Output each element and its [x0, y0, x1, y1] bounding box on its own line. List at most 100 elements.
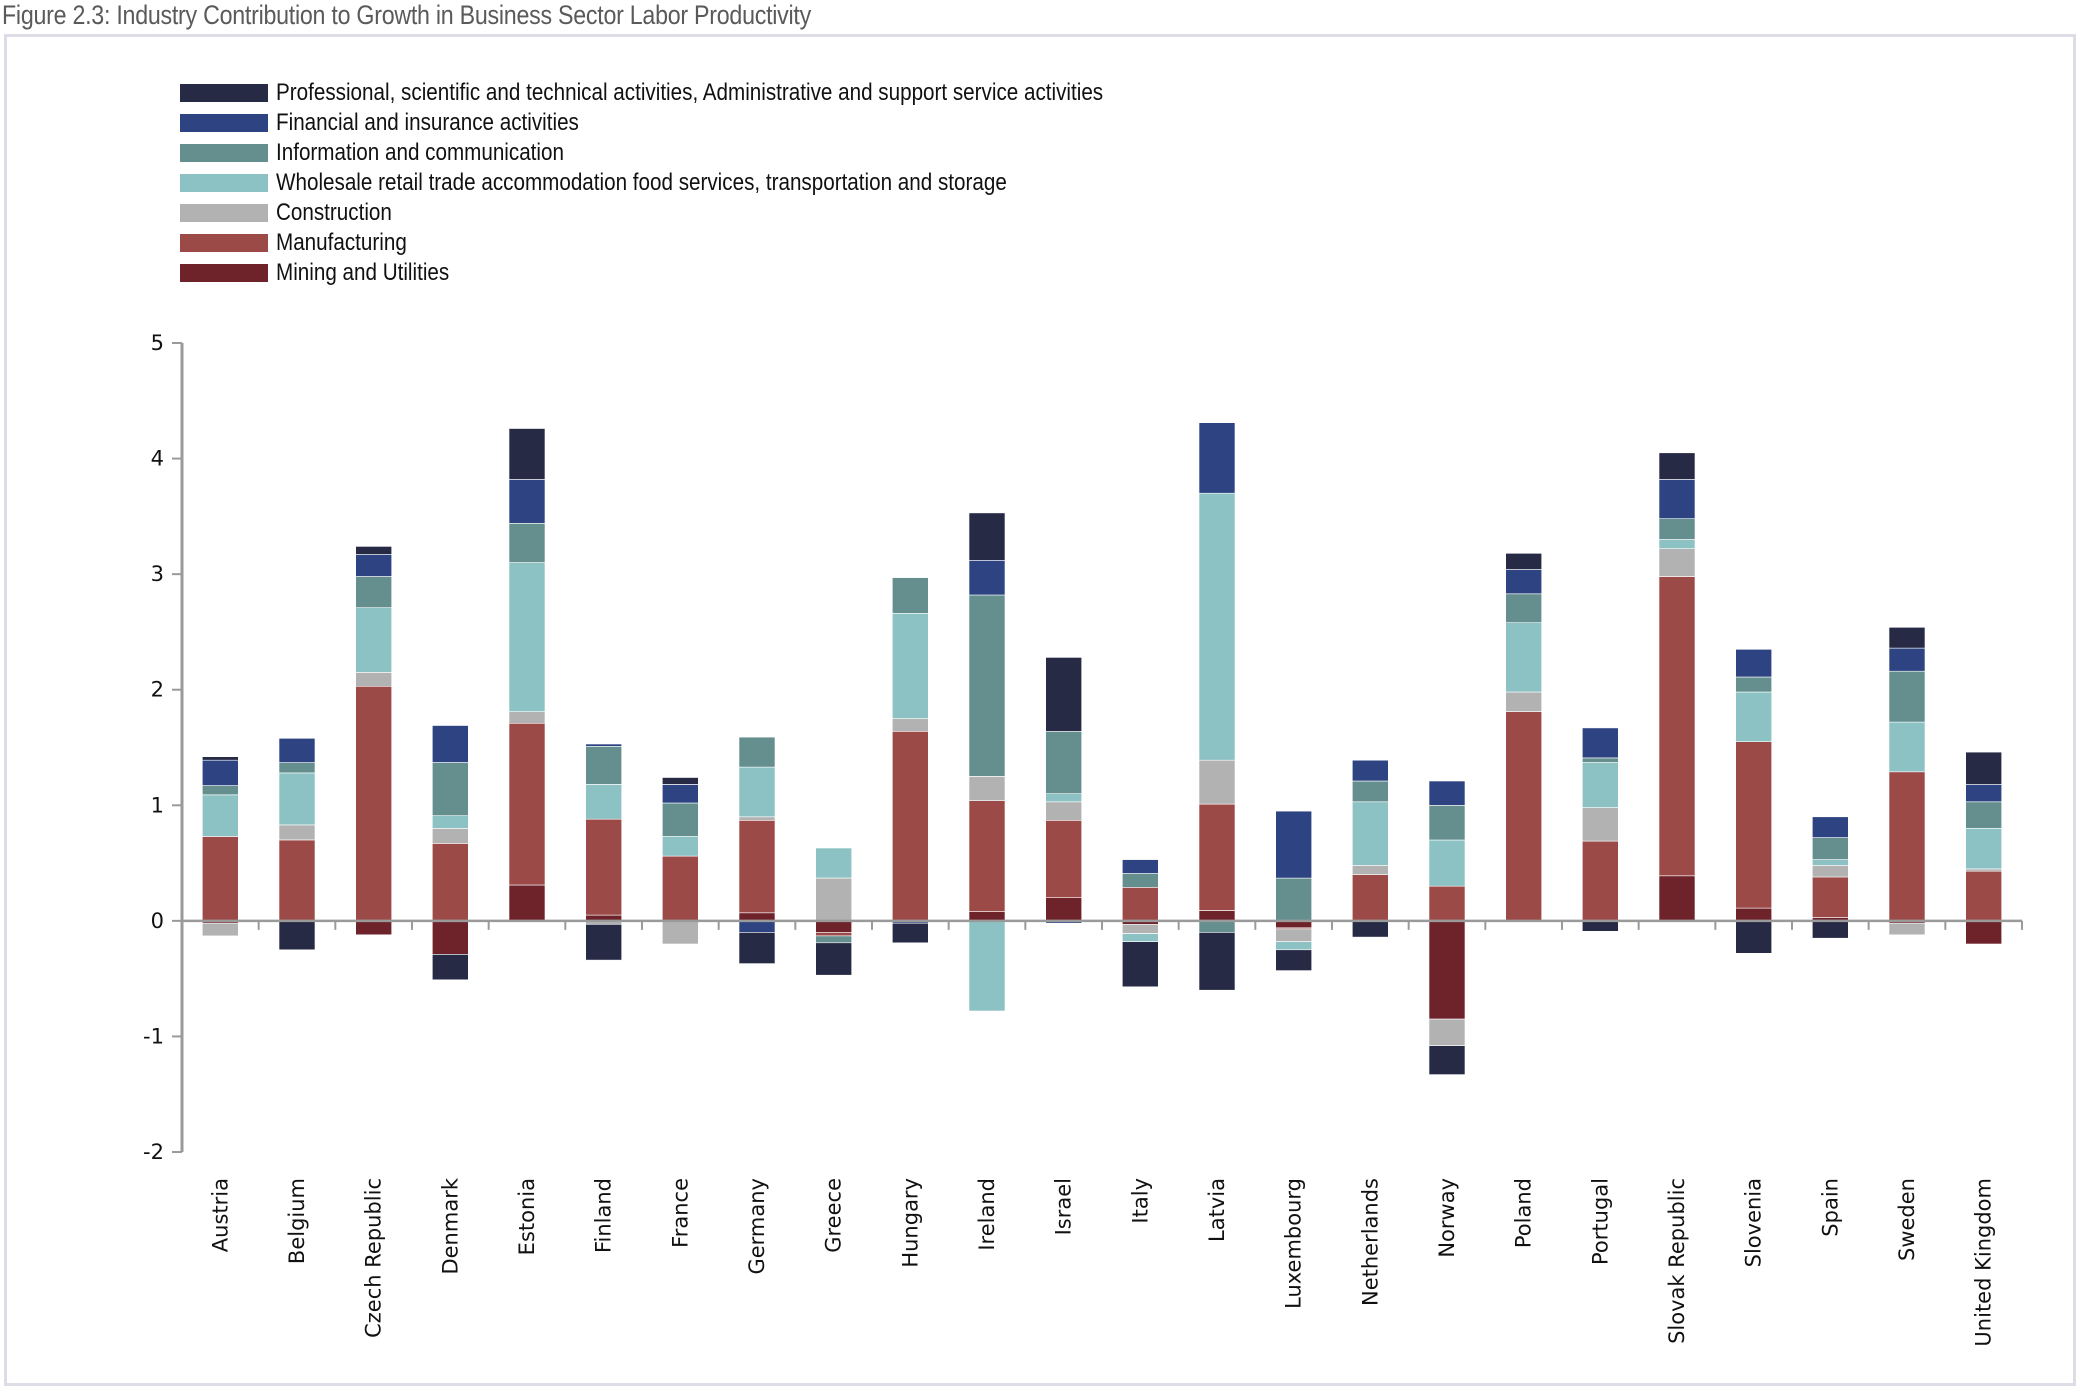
bar-segment-united-kingdom-mining-and-utilities — [1965, 920, 2002, 945]
x-tick-label-poland: Poland — [1512, 1178, 1536, 1248]
bar-segment-sweden-professional-scientific- — [1888, 626, 1926, 649]
legend-swatch — [180, 264, 268, 282]
bar-segment-slovenia-manufacturing — [1735, 741, 1772, 909]
bar-segment-belgium-financial-and-insurance- — [278, 737, 316, 763]
bar-segment-portugal-financial-and-insurance- — [1582, 727, 1619, 759]
x-tick-label-italy: Italy — [1128, 1178, 1152, 1224]
x-tick-label-slovak-republic: Slovak Republic — [1665, 1178, 1689, 1344]
bar-segment-united-kingdom-professional-scientific- — [1965, 751, 2002, 785]
bar-segment-germany-information-and-communic — [738, 736, 776, 768]
bar-segment-latvia-manufacturing — [1198, 803, 1236, 911]
bar-segment-ireland-information-and-communic — [968, 594, 1006, 777]
bar-segment-austria-construction — [202, 922, 239, 937]
x-tick-label-spain: Spain — [1818, 1178, 1842, 1237]
bar-segment-israel-construction — [1045, 801, 1082, 821]
bar-segment-greece-wholesale-retail-trade-a — [815, 847, 853, 879]
bar-segment-spain-manufacturing — [1812, 876, 1849, 918]
bar-segment-hungary-information-and-communic — [891, 577, 929, 614]
x-tick-label-estonia: Estonia — [515, 1178, 539, 1255]
bar-segment-estonia-financial-and-insurance- — [508, 479, 546, 524]
bar-segment-luxembourg-wholesale-retail-trade-a — [1275, 941, 1312, 951]
bar-segment-poland-construction — [1505, 691, 1542, 712]
legend-item-professional-scientific-and-technical-ac: Professional, scientific and technical a… — [180, 78, 1238, 108]
bar-segment-czech-republic-mining-and-utilities — [355, 920, 393, 936]
legend-item-manufacturing: Manufacturing — [180, 228, 1238, 258]
bar-segment-slovenia-information-and-communic — [1735, 676, 1772, 693]
bar-segment-slovak-republic-professional-scientific- — [1658, 452, 1696, 480]
bar-segment-netherlands-financial-and-insurance- — [1352, 759, 1389, 782]
bar-segment-poland-manufacturing — [1505, 711, 1542, 922]
bar-segment-latvia-professional-scientific- — [1198, 932, 1236, 991]
bar-segment-estonia-construction — [508, 711, 546, 724]
x-tick-label-united-kingdom: United Kingdom — [1972, 1178, 1996, 1347]
bar-segment-germany-financial-and-insurance- — [738, 920, 776, 933]
x-tick-label-sweden: Sweden — [1895, 1178, 1919, 1261]
bar-segment-czech-republic-professional-scientific- — [355, 546, 393, 555]
bar-segment-slovak-republic-construction — [1658, 548, 1696, 577]
bar-segment-belgium-professional-scientific- — [278, 920, 316, 951]
bar-segment-united-kingdom-construction — [1965, 868, 2002, 872]
bar-segment-norway-wholesale-retail-trade-a — [1428, 839, 1466, 887]
bar-segment-portugal-professional-scientific- — [1582, 920, 1619, 932]
bar-segment-portugal-information-and-communic — [1582, 757, 1619, 763]
legend-item-mining-and-utilities: Mining and Utilities — [180, 258, 1238, 288]
bar-segment-austria-information-and-communic — [202, 785, 239, 796]
bar-segment-czech-republic-construction — [355, 672, 393, 687]
x-tick-label-germany: Germany — [745, 1178, 769, 1275]
bar-segment-sweden-wholesale-retail-trade-a — [1888, 721, 1926, 773]
bar-segment-ireland-mining-and-utilities — [968, 911, 1006, 922]
bar-segment-denmark-information-and-communic — [431, 762, 469, 817]
legend-label: Information and communication — [276, 139, 564, 166]
bar-segment-latvia-construction — [1198, 759, 1236, 805]
bar-segment-austria-professional-scientific- — [202, 756, 239, 761]
bar-segment-portugal-construction — [1582, 807, 1619, 842]
bar-segment-czech-republic-wholesale-retail-trade-a — [355, 607, 393, 673]
bar-segment-france-information-and-communic — [661, 802, 699, 837]
bar-segment-austria-manufacturing — [202, 836, 239, 922]
bar-segment-sweden-manufacturing — [1888, 771, 1926, 922]
y-tick-label: 5 — [151, 331, 164, 355]
bar-segment-belgium-wholesale-retail-trade-a — [278, 772, 316, 826]
bar-segment-hungary-manufacturing — [891, 730, 929, 922]
bar-segment-france-financial-and-insurance- — [661, 784, 699, 804]
bar-segment-italy-financial-and-insurance- — [1122, 859, 1159, 874]
bar-segment-netherlands-professional-scientific- — [1352, 920, 1389, 938]
bar-segment-latvia-mining-and-utilities — [1198, 910, 1236, 922]
x-tick-label-denmark: Denmark — [438, 1177, 462, 1274]
bar-segment-finland-wholesale-retail-trade-a — [585, 784, 623, 820]
bar-segment-denmark-wholesale-retail-trade-a — [431, 815, 469, 829]
bar-segment-ireland-professional-scientific- — [968, 512, 1006, 561]
legend-swatch — [180, 174, 268, 192]
bar-segment-norway-information-and-communic — [1428, 804, 1466, 841]
x-tick-label-austria: Austria — [208, 1178, 232, 1252]
bar-segment-greece-construction — [815, 877, 853, 922]
bar-segment-belgium-manufacturing — [278, 839, 316, 922]
legend-label: Manufacturing — [276, 229, 407, 256]
y-tick-label: 0 — [151, 909, 164, 933]
bar-segment-czech-republic-financial-and-insurance- — [355, 554, 393, 577]
bar-segment-norway-financial-and-insurance- — [1428, 780, 1466, 806]
x-tick-label-greece: Greece — [822, 1178, 846, 1253]
legend-label: Construction — [276, 199, 392, 226]
legend-swatch — [180, 234, 268, 252]
bar-segment-slovak-republic-wholesale-retail-trade-a — [1658, 539, 1696, 549]
bar-segment-greece-information-and-communic — [815, 935, 853, 944]
bar-segment-belgium-construction — [278, 824, 316, 841]
bar-segment-slovenia-financial-and-insurance- — [1735, 648, 1772, 678]
bar-segment-finland-manufacturing — [585, 818, 623, 916]
bar-segment-germany-wholesale-retail-trade-a — [738, 766, 776, 818]
bar-segment-israel-professional-scientific- — [1045, 657, 1082, 732]
bar-segment-poland-information-and-communic — [1505, 593, 1542, 623]
bar-segment-estonia-manufacturing — [508, 722, 546, 886]
bar-segment-estonia-mining-and-utilities — [508, 884, 546, 922]
bar-segment-netherlands-wholesale-retail-trade-a — [1352, 801, 1389, 866]
bar-segment-belgium-information-and-communic — [278, 762, 316, 774]
bar-segment-sweden-construction — [1888, 922, 1926, 936]
bar-segment-italy-construction — [1122, 923, 1159, 934]
x-tick-label-hungary: Hungary — [898, 1178, 922, 1268]
bar-segment-germany-manufacturing — [738, 819, 776, 914]
x-tick-label-luxembourg: Luxembourg — [1282, 1178, 1306, 1309]
bar-segment-luxembourg-information-and-communic — [1275, 877, 1312, 922]
y-tick-label: -1 — [143, 1024, 164, 1048]
